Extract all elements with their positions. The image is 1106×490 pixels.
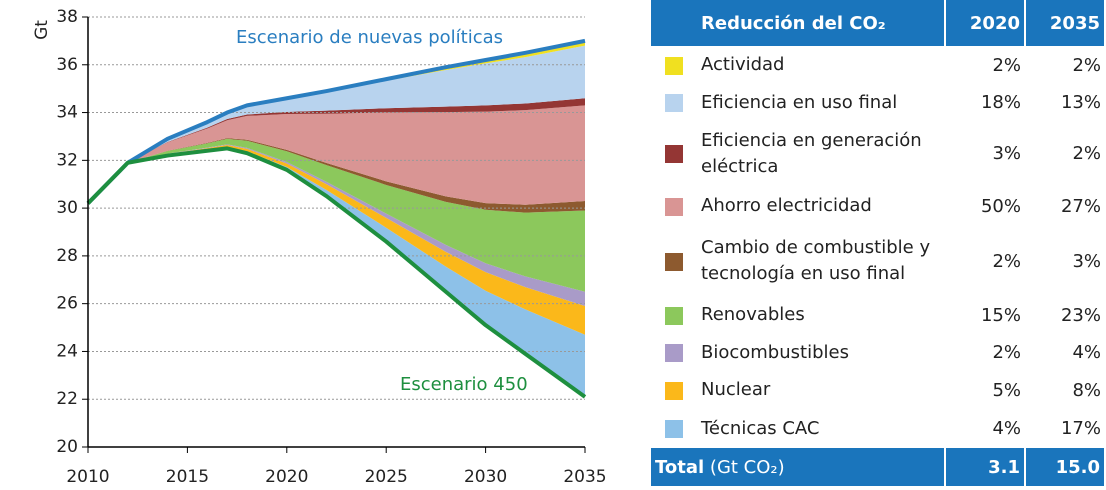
- swatch-cell: [651, 84, 697, 121]
- row-label: Ahorro electricidad: [701, 195, 872, 216]
- x-tick-label: 2030: [464, 467, 507, 487]
- total-value: 3.1: [945, 448, 1026, 486]
- y-tick-label: 26: [56, 294, 78, 314]
- area-wedge: [88, 105, 585, 205]
- row-value: 13%: [1060, 92, 1101, 113]
- x-tick-label: 2035: [563, 467, 606, 487]
- total-label: Total (Gt CO₂): [651, 448, 946, 486]
- row-value: 2%: [992, 54, 1021, 76]
- y-tick-label: 20: [56, 437, 78, 457]
- y-tick-label: 28: [56, 246, 78, 266]
- y-tick-label: 22: [56, 389, 78, 409]
- row-value: 2%: [1072, 54, 1101, 76]
- y-axis-label: Gt: [32, 20, 52, 40]
- row-label: Biocombustibles: [701, 341, 849, 363]
- area-wedge: [88, 98, 585, 204]
- chart: Gt 20 22 24 26 28 30 32 34 36 38 2010 2015 2020 2025 2…: [32, 7, 607, 487]
- table-row: Nuclear 5% 8%: [651, 371, 1105, 409]
- legend-swatch: [665, 145, 683, 163]
- header-cell: Reducción del CO₂: [651, 0, 946, 46]
- table-body: Reducción del CO₂ 2020 2035 Actividad 2% 2% Ef…: [651, 0, 1106, 486]
- total-value: 15.0: [1025, 448, 1106, 486]
- swatch-cell: [651, 409, 697, 448]
- total-row: Total (Gt CO₂) 3.1 15.0: [651, 448, 1106, 486]
- table-row: Renovables 15% 23%: [651, 296, 1105, 334]
- row-value: 2%: [992, 342, 1021, 363]
- row-value: 23%: [1060, 304, 1101, 326]
- x-tick-label: 2020: [265, 467, 308, 487]
- legend-swatch: [665, 197, 683, 216]
- legend-swatch: [665, 306, 683, 325]
- y-tick-label: 34: [56, 103, 78, 123]
- swatch-cell: [651, 296, 697, 334]
- table-row: Actividad 2% 2%: [651, 46, 1105, 84]
- x-tick-label: 2010: [66, 467, 109, 487]
- table-row: Eficiencia en generación eléctrica 3% 2%: [651, 121, 1105, 186]
- annotation: Escenario 450: [400, 374, 528, 395]
- table-row: Ahorro electricidad 50% 27%: [651, 186, 1105, 226]
- row-label: Renovables: [701, 304, 805, 325]
- table-row: Técnicas CAC 4% 17%: [651, 409, 1105, 448]
- legend-table: Reducción del CO₂ 2020 2035 Actividad 2% 2% Ef…: [651, 0, 1106, 486]
- legend-swatch: [665, 381, 683, 400]
- legend-swatch: [665, 344, 683, 362]
- row-value: 17%: [1060, 418, 1101, 439]
- total-number: 3.1: [988, 456, 1020, 478]
- table-row: Cambio de combustible y tecnología en us…: [651, 226, 1105, 296]
- row-value: 2%: [1072, 143, 1101, 164]
- x-tick-label: 2015: [166, 467, 209, 487]
- total-unit: (Gt CO₂): [709, 456, 785, 478]
- area-wedge: [88, 138, 585, 213]
- table-row: Eficiencia en uso final 18% 13%: [651, 84, 1105, 121]
- swatch-cell: [651, 186, 697, 226]
- y-tick-label: 32: [56, 150, 78, 170]
- row-value: 18%: [980, 92, 1021, 113]
- row-value: 4%: [992, 418, 1021, 439]
- row-label: Eficiencia en generación eléctrica: [701, 129, 922, 177]
- area-wedge: [88, 146, 585, 397]
- swatch-cell: [651, 371, 697, 409]
- row-value: 3%: [1072, 250, 1101, 272]
- row-value: 4%: [1072, 342, 1101, 363]
- table-row: Biocombustibles 2% 4%: [651, 334, 1105, 371]
- y-tick-label: 38: [56, 7, 78, 27]
- y-tick-label: 24: [56, 341, 78, 361]
- row-label: Cambio de combustible y tecnología en us…: [701, 237, 931, 284]
- row-value: 27%: [1060, 195, 1101, 217]
- scenario-line: [86, 38, 586, 205]
- annotation: Escenario de nuevas políticas: [236, 27, 503, 48]
- row-value: 15%: [980, 304, 1021, 326]
- header-row: Reducción del CO₂ 2020 2035: [651, 0, 1106, 46]
- y-tick-label: 36: [56, 55, 78, 75]
- scenario-line: [86, 146, 587, 399]
- y-tick-label: 30: [56, 198, 78, 218]
- total-number: 15.0: [1055, 456, 1100, 478]
- row-value: 3%: [992, 143, 1021, 164]
- row-label: Eficiencia en uso final: [701, 91, 898, 113]
- legend-swatch: [665, 252, 683, 271]
- legend-swatch: [665, 94, 683, 112]
- row-value: 8%: [1072, 379, 1101, 401]
- row-label: Actividad: [701, 54, 785, 75]
- swatch-cell: [651, 46, 697, 84]
- swatch-cell: [651, 121, 697, 186]
- header-cell: 2035: [1025, 0, 1106, 46]
- swatch-cell: [651, 334, 697, 371]
- swatch-cell: [651, 226, 697, 296]
- row-value: 5%: [992, 379, 1021, 401]
- x-tick-label: 2025: [365, 467, 408, 487]
- row-label: Técnicas CAC: [701, 417, 820, 439]
- legend-swatch: [665, 56, 683, 75]
- row-value: 50%: [980, 195, 1021, 217]
- legend-swatch: [665, 420, 683, 438]
- row-value: 2%: [992, 250, 1021, 272]
- row-label: Nuclear: [701, 379, 771, 400]
- area-wedge: [88, 138, 585, 292]
- area-wedge: [88, 45, 585, 204]
- header-cell: 2020: [945, 0, 1026, 46]
- total-text: Total: [655, 456, 705, 478]
